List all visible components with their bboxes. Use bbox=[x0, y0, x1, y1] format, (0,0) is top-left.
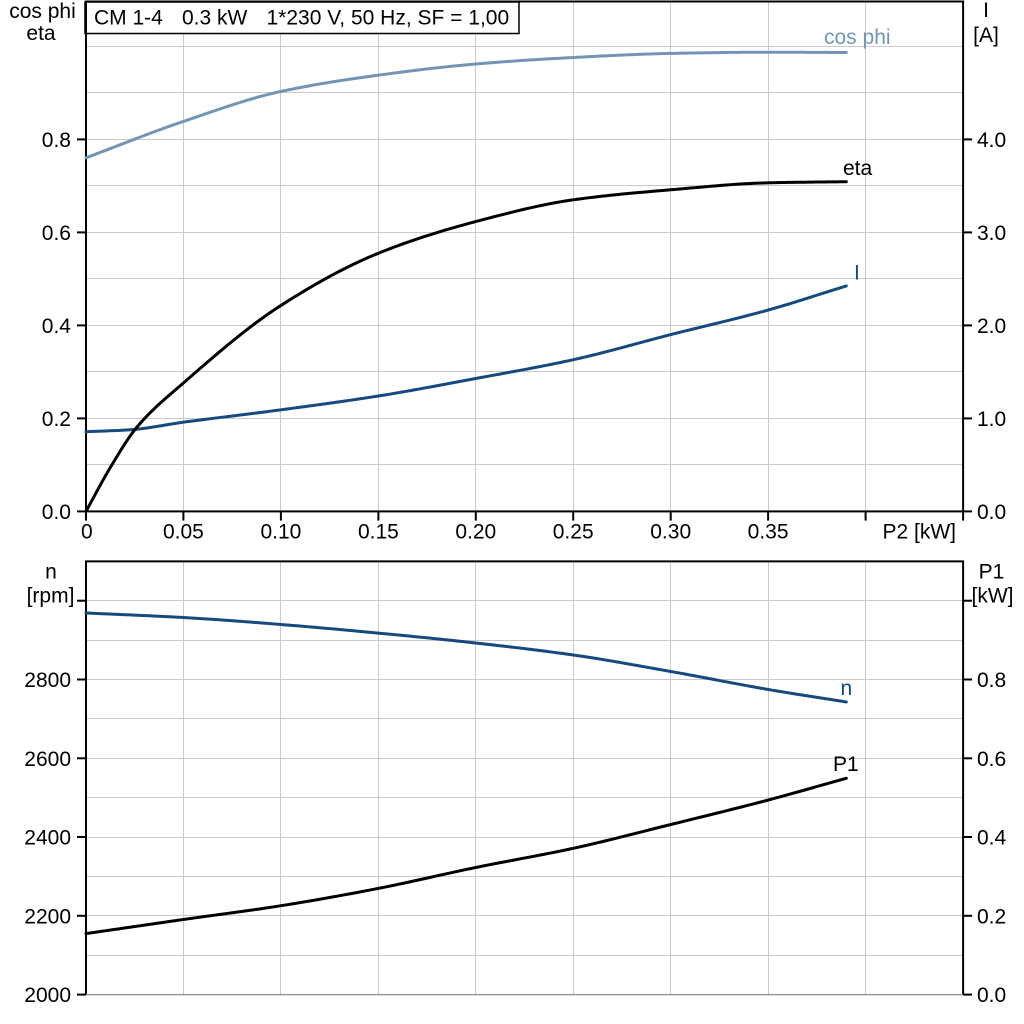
svg-text:0.3 kW: 0.3 kW bbox=[182, 7, 248, 30]
svg-text:0.20: 0.20 bbox=[455, 521, 496, 544]
svg-text:0.25: 0.25 bbox=[553, 521, 594, 544]
svg-text:0.6: 0.6 bbox=[977, 748, 1006, 771]
svg-text:0.05: 0.05 bbox=[163, 521, 204, 544]
svg-text:0.10: 0.10 bbox=[260, 521, 301, 544]
svg-text:0.2: 0.2 bbox=[977, 906, 1006, 929]
svg-text:CM 1-4: CM 1-4 bbox=[94, 7, 163, 30]
svg-text:2.0: 2.0 bbox=[977, 315, 1006, 338]
svg-text:3.0: 3.0 bbox=[977, 222, 1006, 245]
svg-text:[rpm]: [rpm] bbox=[27, 585, 75, 608]
svg-text:0.0: 0.0 bbox=[42, 501, 71, 524]
svg-text:0.0: 0.0 bbox=[977, 984, 1006, 1007]
svg-text:[kW]: [kW] bbox=[972, 585, 1014, 608]
svg-text:2600: 2600 bbox=[24, 748, 71, 771]
svg-text:0.30: 0.30 bbox=[650, 521, 691, 544]
svg-text:0.15: 0.15 bbox=[358, 521, 399, 544]
svg-text:n: n bbox=[45, 561, 57, 584]
svg-text:eta: eta bbox=[843, 157, 873, 180]
svg-text:0.0: 0.0 bbox=[977, 501, 1006, 524]
svg-text:2800: 2800 bbox=[24, 669, 71, 692]
svg-text:1*230 V, 50 Hz, SF = 1,00: 1*230 V, 50 Hz, SF = 1,00 bbox=[267, 7, 510, 30]
svg-text:0.4: 0.4 bbox=[977, 827, 1007, 850]
svg-text:0.6: 0.6 bbox=[42, 222, 71, 245]
svg-text:2400: 2400 bbox=[24, 827, 71, 850]
svg-text:4.0: 4.0 bbox=[977, 129, 1006, 152]
svg-text:cos phi: cos phi bbox=[9, 0, 76, 23]
svg-text:2200: 2200 bbox=[24, 906, 71, 929]
svg-text:eta: eta bbox=[26, 22, 56, 45]
svg-text:P2 [kW]: P2 [kW] bbox=[882, 521, 956, 544]
svg-text:2000: 2000 bbox=[24, 984, 71, 1007]
svg-text:[A]: [A] bbox=[973, 24, 999, 47]
svg-text:P1: P1 bbox=[833, 753, 859, 776]
svg-text:0.4: 0.4 bbox=[42, 315, 72, 338]
svg-text:cos phi: cos phi bbox=[824, 26, 891, 49]
svg-text:1.0: 1.0 bbox=[977, 408, 1006, 431]
svg-text:0: 0 bbox=[81, 521, 93, 544]
svg-text:I: I bbox=[854, 261, 860, 284]
svg-text:n: n bbox=[841, 677, 853, 700]
svg-text:0.2: 0.2 bbox=[42, 408, 71, 431]
svg-text:0.35: 0.35 bbox=[748, 521, 789, 544]
svg-text:I: I bbox=[983, 0, 989, 22]
svg-text:P1: P1 bbox=[979, 561, 1005, 584]
svg-text:0.8: 0.8 bbox=[977, 669, 1006, 692]
svg-text:0.8: 0.8 bbox=[42, 129, 71, 152]
